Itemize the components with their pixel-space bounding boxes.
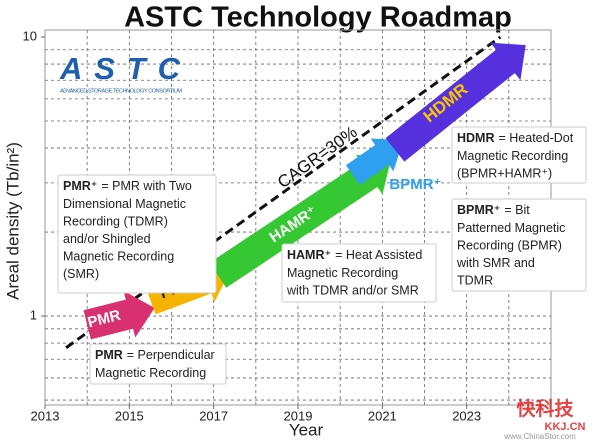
trend-line [65,35,502,349]
annotation-box [89,343,227,385]
annotation-term: PMR⁺ [63,179,97,193]
annotation-line: PMR⁺ = PMR with Two [63,179,192,193]
watermark: 快科技 [516,397,574,420]
annotation: PMR = Perpendicular Magnetic Recording [89,343,227,385]
annotation-box [57,174,217,294]
annotation-line: Patterned Magnetic [457,221,565,235]
annotation: HDMR = Heated-Dot Magnetic Recording (BPMR+… [451,126,587,184]
annotation-term: BPMR⁺ [457,203,500,217]
annotation-line: and/or Shingled [63,232,151,246]
annotation-text: = Perpendicular [127,348,215,362]
annotation-line: with TDMR and/or SMR [286,283,419,297]
annotation-line: Recording (TDMR) [63,214,168,228]
roadmap-arrow [83,290,155,340]
annotation-line: (BPMR+HAMR⁺) [457,166,552,180]
logo: ASTC [59,51,181,86]
roadmap-arrow [209,154,391,288]
annotation-line: HAMR⁺ = Heat Assisted [287,248,422,262]
y-tick-label: 1 [30,307,37,322]
x-tick-label: 2021 [368,408,397,423]
roadmap-arrow [385,42,526,162]
annotation-text: = Heat Assisted [335,248,422,262]
annotation-line: BPMR⁺ = Bit [457,203,530,217]
annotation-text: = PMR with Two [101,179,191,193]
annotation-line: Magnetic Recording [95,366,206,380]
annotation-box [451,126,587,184]
annotation-line: Magnetic Recording [287,266,398,280]
x-tick-label: 2017 [199,408,228,423]
chart-title: ASTC Technology Roadmap [124,2,512,34]
y-axis-label: Areal density (Tb/in²) [3,142,22,300]
logo-subtitle: ADVANCED STORAGE TECHNOLOGY CONSORTIUM [60,88,182,94]
watermark: KKJ.CN [545,421,586,433]
annotation-term: HDMR [457,131,495,145]
roadmap-arrow [345,138,404,185]
watermark: www.ChinaStor.com [503,432,576,441]
annotation-line: Magnetic Recording [457,149,568,163]
x-tick-label: 2019 [284,408,313,423]
annotation: HAMR⁺ = Heat Assisted Magnetic Recording wi… [281,243,437,303]
annotation-text: = Heated-Dot [499,131,574,145]
annotation: PMR⁺ = PMR with Two Dimensional Magnetic Re… [57,174,217,294]
annotation-box [451,198,587,292]
annotation-line: TDMR [457,273,493,287]
x-axis-label: Year [289,420,324,439]
annotation-line: (SMR) [63,267,99,281]
annotation-text: = Bit [504,203,530,217]
annotation-line: Recording (BPMR) [457,238,562,252]
x-tick-label: 2023 [452,408,481,423]
annotation-line: with SMR and [456,256,535,270]
annotation-term: PMR [95,348,123,362]
x-tick-label: 2013 [31,408,60,423]
annotation-line: PMR = Perpendicular [95,348,215,362]
annotation-term: HAMR⁺ [287,248,331,262]
annotation-line: Dimensional Magnetic [63,197,186,211]
annotation: BPMR⁺ = Bit Patterned Magnetic Recording (B… [451,198,587,292]
annotation-line: HDMR = Heated-Dot [457,131,574,145]
annotation-line: Magnetic Recording [63,249,174,263]
arrow-label: BPMR⁺ [389,176,441,193]
x-tick-label: 2015 [115,408,144,423]
y-tick-label: 10 [23,28,37,43]
annotation-box [281,243,437,303]
